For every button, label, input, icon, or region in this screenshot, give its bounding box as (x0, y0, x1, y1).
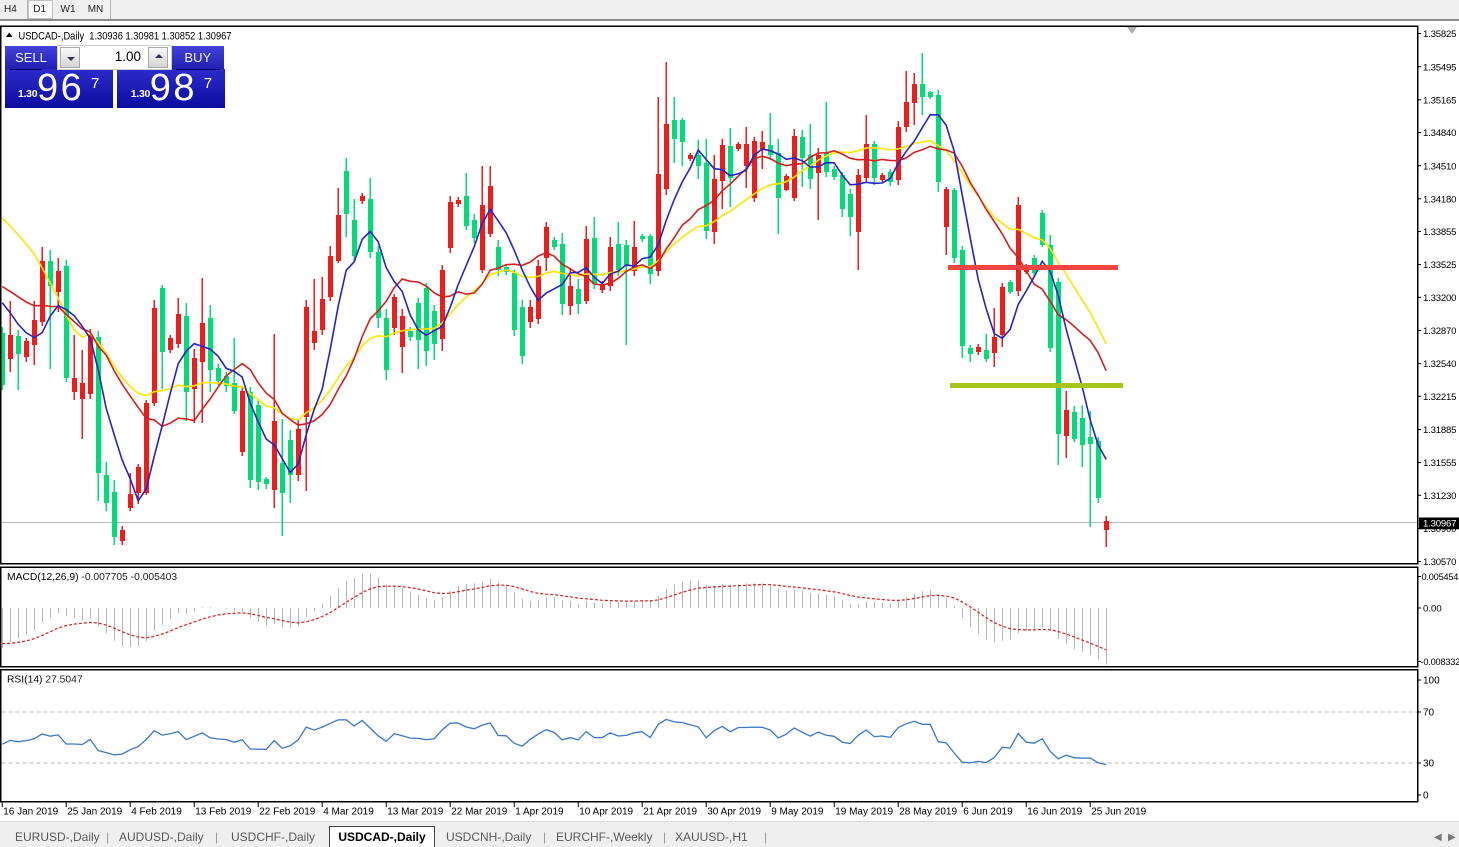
svg-text:1.31230: 1.31230 (1423, 491, 1456, 502)
svg-text:1.33200: 1.33200 (1423, 293, 1456, 304)
svg-text:1.30900: 1.30900 (1423, 524, 1456, 535)
svg-text:1.31555: 1.31555 (1423, 458, 1456, 469)
svg-text:USDCAD-,Daily 1.30936 1.30981: USDCAD-,Daily 1.30936 1.30981 1.30852 1.… (19, 31, 232, 43)
svg-text:25 Jun 2019: 25 Jun 2019 (1091, 807, 1146, 818)
svg-text:28 May 2019: 28 May 2019 (899, 807, 957, 818)
svg-text:30 Apr 2019: 30 Apr 2019 (707, 807, 761, 818)
svg-text:1.34510: 1.34510 (1423, 161, 1456, 172)
svg-text:1.32540: 1.32540 (1423, 359, 1456, 370)
svg-text:0.00: 0.00 (1423, 604, 1442, 615)
svg-text:25 Jan 2019: 25 Jan 2019 (67, 807, 122, 818)
svg-text:9 May 2019: 9 May 2019 (771, 807, 824, 818)
svg-text:4 Feb 2019: 4 Feb 2019 (131, 807, 182, 818)
svg-text:1.30570: 1.30570 (1423, 557, 1456, 568)
svg-text:0: 0 (1423, 791, 1429, 802)
svg-text:6 Jun 2019: 6 Jun 2019 (963, 807, 1013, 818)
svg-text:MACD(12,26,9) -0.007705 -0.005: MACD(12,26,9) -0.007705 -0.005403 (7, 572, 177, 583)
svg-text:16 Jan 2019: 16 Jan 2019 (3, 807, 58, 818)
svg-text:1.31885: 1.31885 (1423, 425, 1456, 436)
svg-text:22 Feb 2019: 22 Feb 2019 (259, 807, 316, 818)
svg-text:1.32215: 1.32215 (1423, 392, 1456, 403)
svg-text:30: 30 (1423, 759, 1435, 770)
svg-text:1.33525: 1.33525 (1423, 260, 1456, 271)
svg-text:1.34180: 1.34180 (1423, 194, 1456, 205)
svg-text:1.32870: 1.32870 (1423, 326, 1456, 337)
svg-text:13 Mar 2019: 13 Mar 2019 (387, 807, 444, 818)
svg-text:-0.008332: -0.008332 (1421, 657, 1459, 667)
svg-text:10 Apr 2019: 10 Apr 2019 (579, 807, 633, 818)
svg-text:1.30967: 1.30967 (1423, 519, 1456, 530)
svg-text:1 Apr 2019: 1 Apr 2019 (515, 807, 564, 818)
svg-text:19 May 2019: 19 May 2019 (835, 807, 893, 818)
svg-text:RSI(14) 27.5047: RSI(14) 27.5047 (7, 675, 83, 686)
svg-text:4 Mar 2019: 4 Mar 2019 (323, 807, 374, 818)
svg-text:70: 70 (1423, 708, 1435, 719)
svg-text:1.34840: 1.34840 (1423, 128, 1456, 139)
svg-text:22 Mar 2019: 22 Mar 2019 (451, 807, 508, 818)
svg-text:1.35825: 1.35825 (1423, 29, 1456, 40)
svg-text:0.005454: 0.005454 (1422, 572, 1459, 582)
svg-text:21 Apr 2019: 21 Apr 2019 (643, 807, 697, 818)
svg-text:1.35495: 1.35495 (1423, 62, 1456, 73)
svg-text:16 Jun 2019: 16 Jun 2019 (1027, 807, 1082, 818)
svg-text:13 Feb 2019: 13 Feb 2019 (195, 807, 252, 818)
svg-text:1.35165: 1.35165 (1423, 95, 1456, 106)
svg-text:100: 100 (1423, 676, 1440, 687)
svg-text:1.33855: 1.33855 (1423, 227, 1456, 238)
